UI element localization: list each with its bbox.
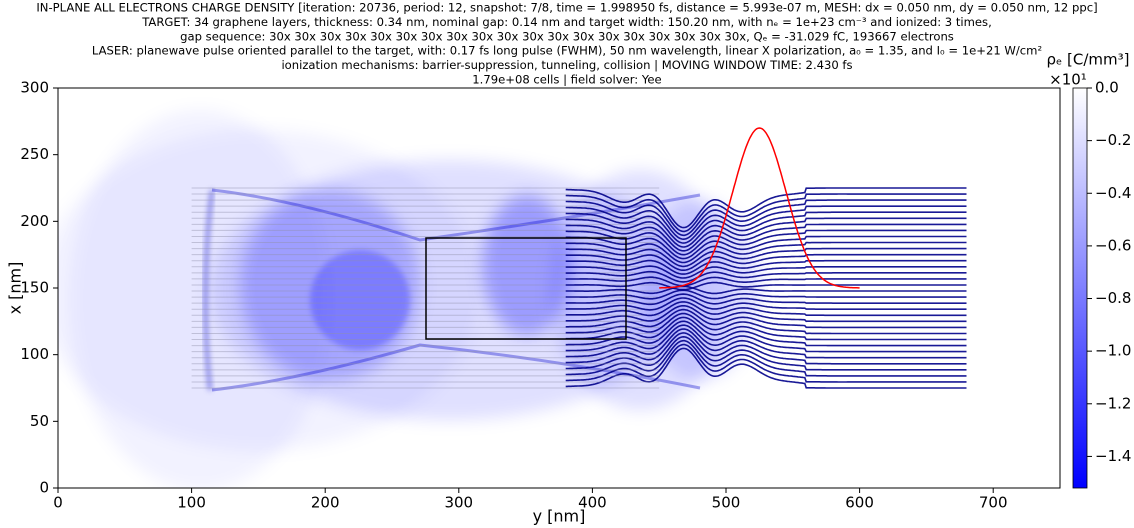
layer-line [565,289,967,300]
layer-line [565,223,967,252]
density-cloud [310,250,410,350]
density-field [58,110,967,488]
layer-line [565,217,967,248]
layer-line [565,328,967,359]
layer-line [565,276,967,287]
chart-title-line: IN-PLANE ALL ELECTRONS CHARGE DENSITY [i… [36,1,1097,15]
colorbar-tick-label: −1.4 [1095,447,1131,465]
layer-line [565,324,967,353]
layer-line [565,332,967,365]
layer-line [565,253,967,271]
x-tick-label: 500 [712,494,741,512]
layer-line [565,211,967,244]
x-tick-label: 0 [53,494,63,512]
layer-line [565,187,967,229]
layer-line [565,347,967,389]
colorbar-tick-label: −0.6 [1095,236,1131,254]
chart-title-line: TARGET: 34 graphene layers, thickness: 0… [141,15,992,29]
x-axis-label: y [nm] [533,507,586,526]
layer-line [565,320,967,347]
y-tick-label: 250 [20,145,49,163]
y-tick-label: 50 [30,412,49,430]
layer-line [565,270,967,283]
y-tick-label: 0 [39,479,49,497]
layer-line [565,312,967,335]
layer-line [565,205,967,241]
colorbar-tick-label: −1.2 [1095,394,1131,412]
layer-line [565,305,967,323]
colorbar-label: ρₑ [C/mm³] [1046,51,1129,69]
layer-line [565,343,967,383]
layer-line [565,335,967,371]
layer-line [565,297,967,311]
x-tick-label: 400 [578,494,607,512]
layer-line [565,247,967,268]
colorbar-tick-label: −1.0 [1095,342,1131,360]
layer-line [565,339,967,377]
layer-line [565,293,967,306]
x-tick-label: 200 [311,494,340,512]
y-axis-label: x [nm] [6,262,25,315]
layer-line [565,301,967,317]
colorbar-tick-label: 0.0 [1095,79,1119,97]
y-tick-label: 100 [20,345,49,363]
x-tick-label: 700 [979,494,1008,512]
density-edge [203,189,214,391]
density-cloud [70,110,330,488]
x-tick-label: 100 [177,494,206,512]
density-cloud [482,195,572,335]
density-filament [211,343,701,392]
layer-line [565,235,967,260]
layer-line [565,265,967,279]
region-box [425,237,627,340]
layer-line [565,193,967,233]
density-filament [211,188,701,242]
laser-profile [659,127,860,289]
colorbar-tick-label: −0.2 [1095,131,1131,149]
layer-line [565,259,967,275]
colorbar-tick-label: −0.8 [1095,289,1131,307]
y-tick-label: 150 [20,279,49,297]
chart-title-line: LASER: planewave pulse oriented parallel… [92,44,1042,58]
x-tick-label: 600 [845,494,874,512]
layer-line [565,308,967,329]
layer-line [565,316,967,341]
colorbar [1072,87,1088,489]
chart-title-line: ionization mechanisms: barrier-suppressi… [281,58,852,73]
chart-title-line: gap sequence: 30x 30x 30x 30x 30x 30x 30… [180,29,954,43]
y-tick-label: 300 [20,79,49,97]
layer-line [565,199,967,237]
layer-line [565,229,967,256]
colorbar-scale: ×10¹ [1049,71,1087,89]
layer-line [565,241,967,264]
layer-line [565,285,967,295]
y-tick-label: 200 [20,212,49,230]
colorbar-tick-label: −0.4 [1095,184,1131,202]
layer-line [565,281,967,291]
chart-title-line: 1.79e+08 cells | field solver: Yee [472,73,661,88]
x-tick-label: 300 [444,494,473,512]
